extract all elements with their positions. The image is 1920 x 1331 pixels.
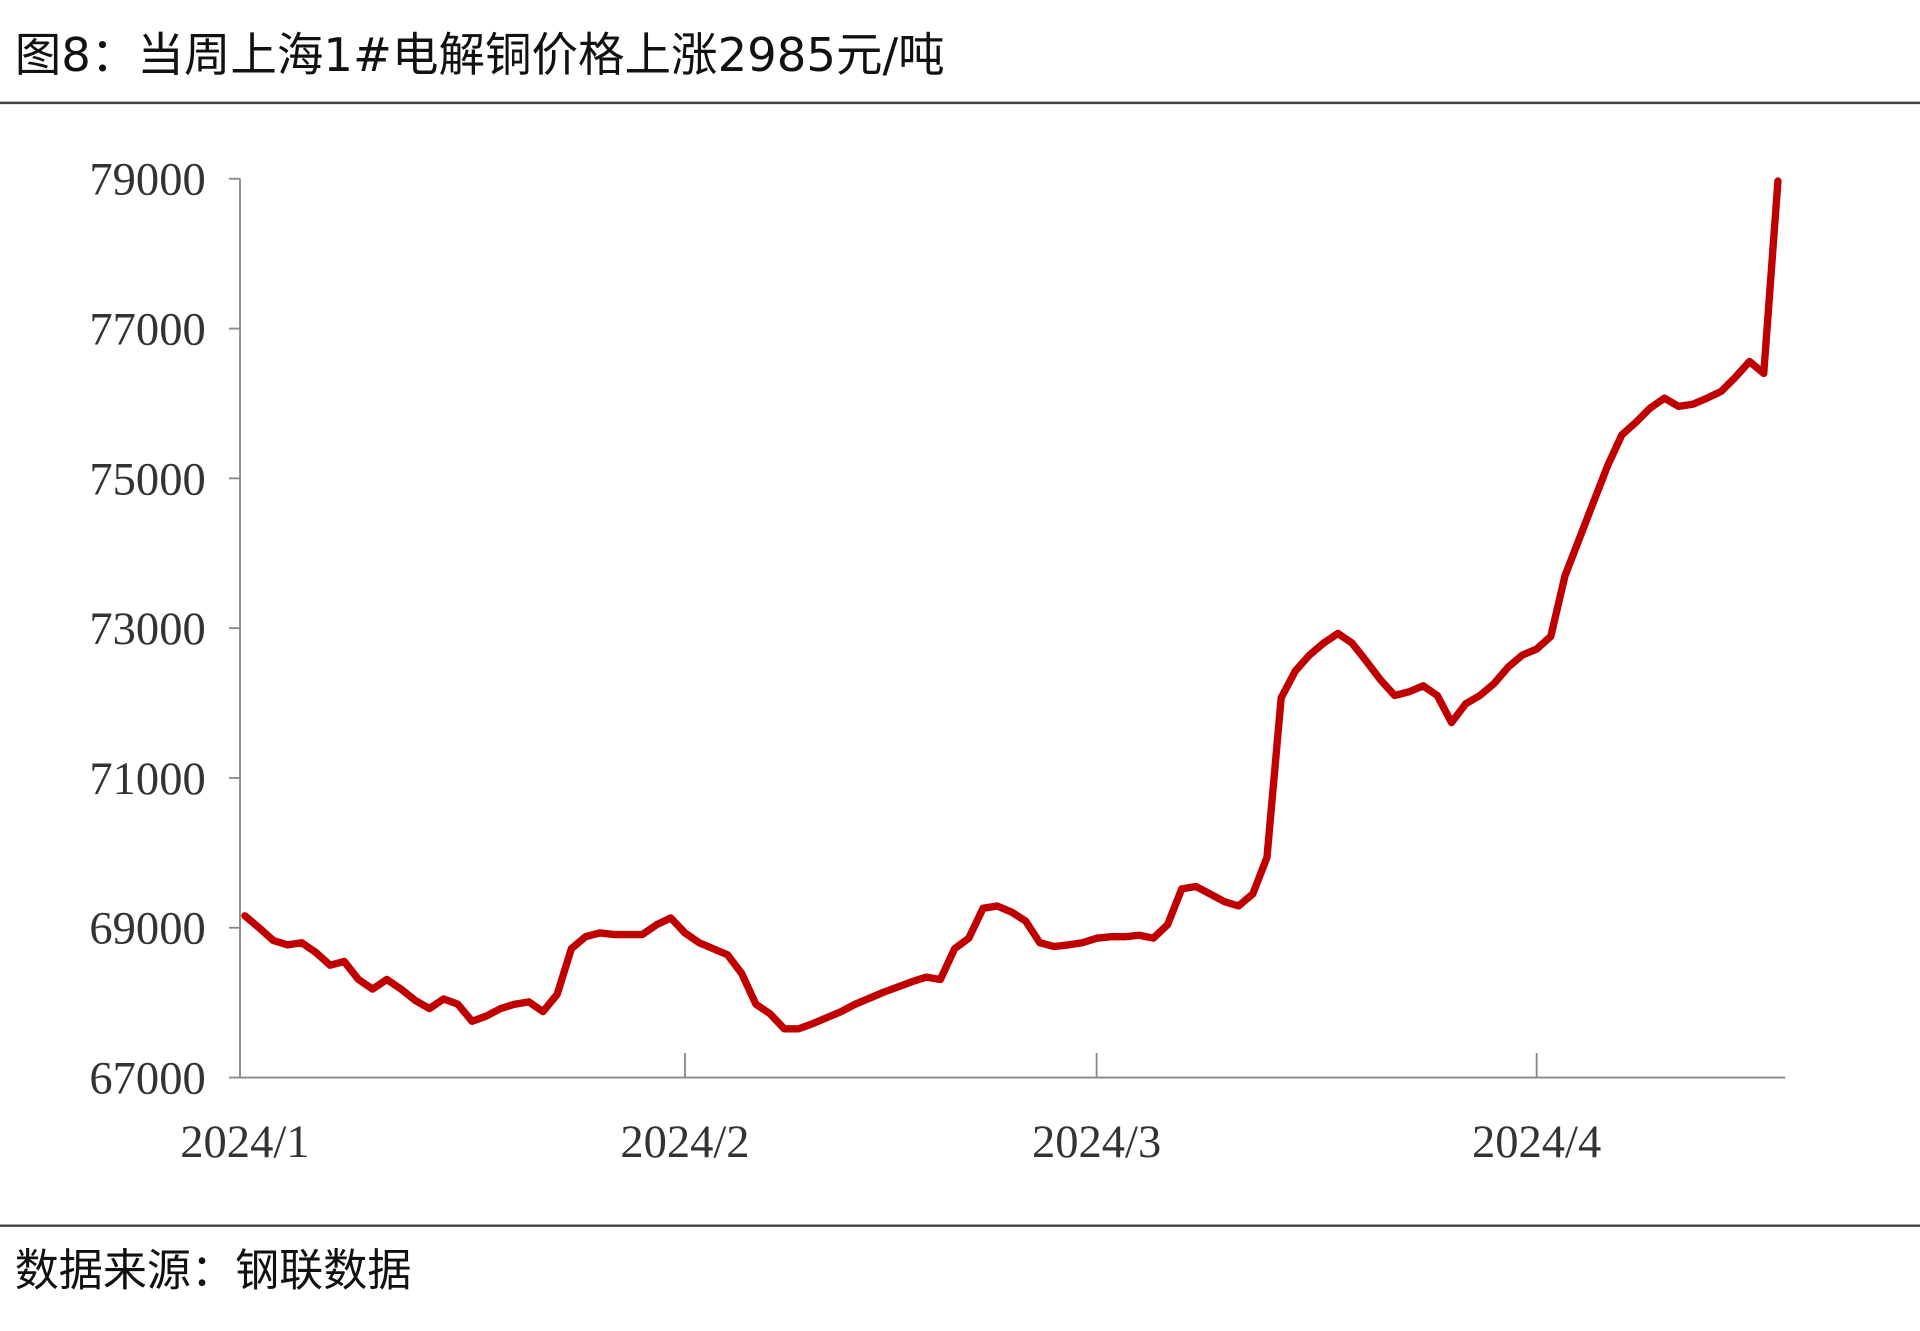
y-tick-label: 67000 — [89, 1053, 205, 1104]
x-tick-label: 2024/3 — [1032, 1117, 1161, 1168]
x-tick-label: 2024/2 — [620, 1117, 749, 1168]
x-tick-label: 2024/1 — [180, 1117, 309, 1168]
source-note: 数据来源：钢联数据 — [15, 1246, 412, 1297]
x-tick-label: 2024/4 — [1472, 1117, 1601, 1168]
y-tick-label: 73000 — [89, 604, 205, 655]
y-tick-label: 79000 — [89, 155, 205, 206]
y-tick-label: 69000 — [89, 904, 205, 955]
y-tick-label: 75000 — [89, 454, 205, 505]
y-tick-label: 77000 — [89, 304, 205, 355]
price-line — [241, 177, 1782, 1033]
y-tick-label: 71000 — [89, 754, 205, 805]
chart-title: 图8：当周上海1#电解铜价格上涨2985元/吨 — [15, 28, 945, 82]
